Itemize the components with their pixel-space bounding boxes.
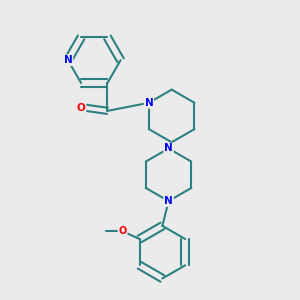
Text: N: N [145, 98, 153, 108]
Text: O: O [77, 103, 85, 113]
Text: N: N [64, 55, 72, 65]
Text: N: N [164, 143, 173, 154]
Text: N: N [164, 196, 173, 206]
Text: O: O [118, 226, 127, 236]
